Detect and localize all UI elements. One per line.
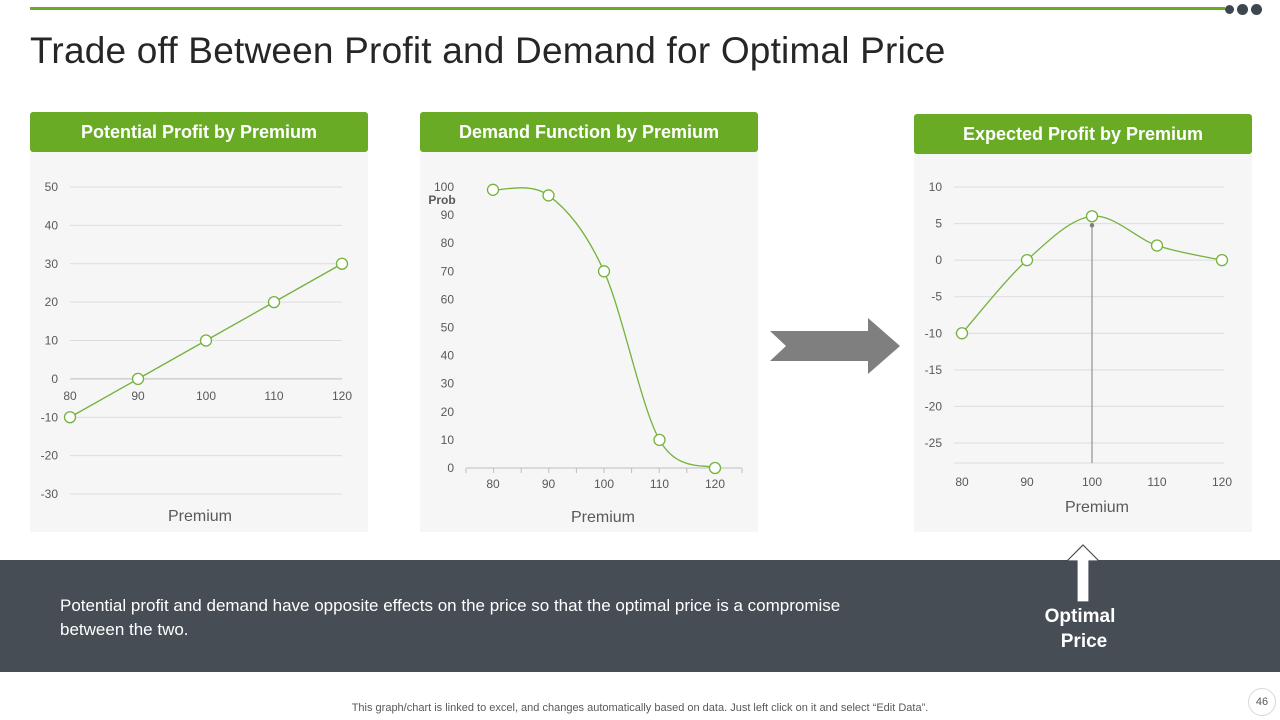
y-tick-label: 0	[935, 253, 942, 267]
y-tick-label: 20	[45, 295, 59, 309]
y-tick-label: 30	[441, 377, 455, 391]
y-tick-label: 80	[441, 236, 455, 250]
page-number: 46	[1248, 688, 1276, 716]
y-tick-label: 100	[434, 180, 454, 194]
y-tick-label: 20	[441, 405, 455, 419]
y-tick-label: 70	[441, 264, 455, 278]
data-point	[131, 372, 145, 386]
optimal-label-line1: Optimal	[1044, 606, 1116, 627]
series-line	[492, 187, 716, 469]
y-tick-label: -20	[41, 449, 59, 463]
y-tick-label: 90	[441, 208, 455, 222]
data-point	[1150, 239, 1164, 252]
y-tick-label: 0	[447, 461, 454, 475]
data-point	[708, 461, 722, 475]
summary-text: Potential profit and demand have opposit…	[60, 596, 841, 639]
data-point	[63, 411, 77, 424]
optimal-price-label: Optimal Price	[1030, 604, 1130, 654]
data-point	[335, 257, 349, 270]
y-tick-label: 10	[441, 433, 455, 447]
up-arrow-icon	[1065, 544, 1101, 603]
x-tick-label: 90	[131, 389, 145, 403]
data-point	[486, 183, 500, 196]
right-chevron-arrow-icon	[770, 318, 900, 374]
chart-panel-3	[914, 154, 1252, 532]
decor-dots-icon	[1225, 4, 1262, 15]
optimal-label-line2: Price	[1060, 631, 1108, 652]
page-title: Trade off Between Profit and Demand for …	[30, 30, 946, 71]
y-tick-label: 30	[45, 257, 59, 271]
y-tick-label: 40	[45, 218, 59, 232]
y-tick-label: -5	[931, 290, 942, 304]
y-tick-label: -30	[41, 487, 59, 501]
x-tick-label: 110	[264, 389, 283, 403]
x-axis-title: Premium	[571, 509, 635, 526]
x-tick-label: 80	[63, 389, 77, 403]
chart-header-3: Expected Profit by Premium	[914, 114, 1252, 154]
data-point	[597, 265, 611, 278]
x-axis-title: Premium	[1065, 499, 1129, 516]
chart-header-1: Potential Profit by Premium	[30, 112, 368, 152]
x-tick-label: 80	[486, 477, 500, 491]
y-tick-label: -10	[925, 326, 943, 340]
y-tick-label: 10	[45, 334, 59, 348]
x-tick-label: 110	[650, 477, 669, 491]
y-tick-label: -20	[925, 399, 943, 413]
x-tick-label: 100	[1082, 475, 1102, 489]
x-tick-label: 120	[705, 477, 725, 491]
y-tick-label: -15	[925, 363, 943, 377]
x-axis-title: Premium	[168, 508, 232, 525]
x-tick-label: 80	[955, 475, 969, 489]
footer-note: This graph/chart is linked to excel, and…	[351, 702, 929, 714]
y-tick-label: 0	[51, 372, 58, 386]
data-point	[653, 433, 666, 447]
data-point	[1085, 210, 1099, 223]
data-point	[199, 334, 213, 347]
y-tick-label: -25	[925, 436, 943, 450]
x-tick-label: 100	[196, 389, 216, 403]
chart-panel-1	[30, 152, 368, 532]
x-tick-label: 90	[1020, 475, 1034, 489]
data-point	[542, 189, 555, 202]
data-point	[1020, 253, 1034, 267]
data-point	[267, 295, 281, 309]
chart-expected-profit: 10 5 0 -5 -10 -15 -20 -25 80 90 100 110 120 Premium	[925, 180, 1233, 516]
top-accent-line	[30, 7, 1225, 10]
data-point	[955, 327, 969, 340]
y-tick-label: 60	[441, 292, 455, 306]
y-tick-label: 10	[929, 180, 943, 194]
y-tick-label: -10	[41, 410, 59, 424]
summary-band	[0, 560, 1280, 672]
y-tick-label: 50	[441, 321, 455, 335]
chart-panel-2	[420, 152, 758, 532]
y-tick-label: 40	[441, 349, 455, 363]
chart-header-2: Demand Function by Premium	[420, 112, 758, 152]
x-tick-label: 110	[1147, 475, 1166, 489]
x-tick-label: 100	[594, 477, 614, 491]
x-tick-label: 120	[1212, 475, 1232, 489]
y-tick-label: 5	[935, 217, 942, 231]
data-point	[1215, 253, 1229, 267]
x-tick-label: 90	[542, 477, 556, 491]
optimal-price-marker-dot	[1089, 223, 1095, 228]
y-tick-label: 50	[45, 180, 59, 194]
y-axis-title: Prob	[428, 193, 455, 207]
x-tick-label: 120	[332, 389, 352, 403]
